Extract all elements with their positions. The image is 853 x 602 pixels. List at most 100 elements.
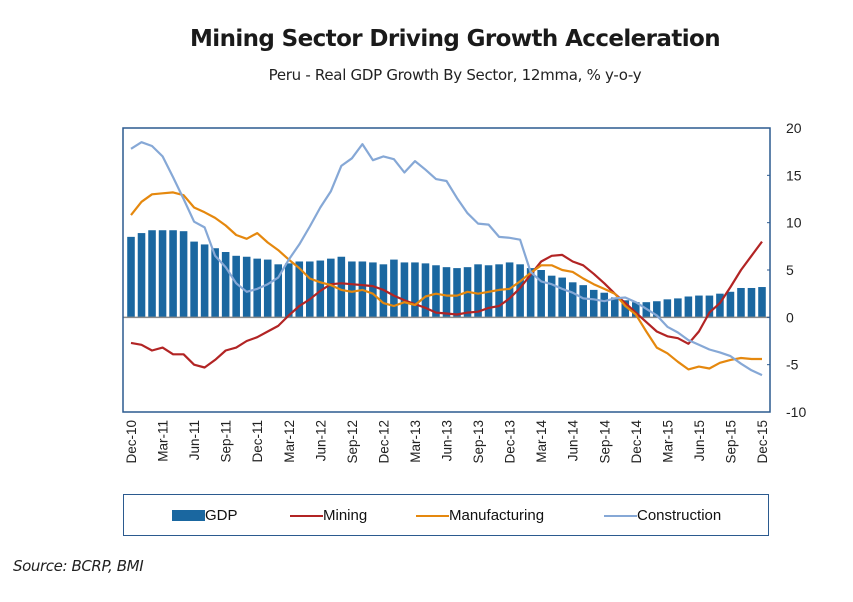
gdp-bar	[327, 258, 335, 318]
gdp-bar	[348, 261, 356, 318]
x-tick-label: Sep-13	[471, 420, 486, 464]
gdp-bar	[663, 299, 672, 318]
mining-line	[130, 240, 763, 369]
gdp-bar	[589, 289, 598, 318]
manufacturing-swatch-icon	[416, 514, 449, 517]
x-tick-label: Mar-12	[282, 420, 297, 463]
legend-item-gdp[interactable]: GDP	[172, 507, 238, 524]
y-tick-label: 10	[786, 215, 802, 231]
gdp-bar	[421, 263, 430, 318]
gdp-bar	[200, 244, 209, 318]
gdp-bar	[726, 291, 735, 318]
legend-item-manufacturing[interactable]: Manufacturing	[416, 507, 544, 524]
gdp-bar	[221, 252, 230, 318]
gdp-bar	[242, 256, 251, 318]
gdp-bar	[579, 285, 588, 318]
gdp-bar	[610, 297, 619, 318]
legend-item-construction[interactable]: Construction	[604, 507, 721, 524]
y-tick-label: 0	[786, 309, 794, 325]
gdp-bar	[758, 287, 766, 318]
gdp-bar	[516, 264, 524, 318]
y-tick-label: 15	[786, 167, 802, 183]
gdp-bar	[211, 248, 219, 318]
legend-label: Mining	[323, 507, 368, 524]
x-tick-label: Jun-15	[692, 420, 707, 461]
y-tick-label: -10	[786, 404, 806, 420]
gdp-bar	[568, 282, 577, 318]
gdp-bar	[526, 268, 535, 318]
gdp-bar	[137, 233, 146, 318]
x-tick-label: Jun-14	[566, 420, 581, 462]
gdp-bars	[127, 230, 766, 318]
gdp-bar	[295, 261, 304, 318]
gdp-bar	[600, 292, 609, 318]
gdp-bar	[621, 300, 630, 318]
x-tick-label: Dec-11	[250, 420, 265, 463]
y-tick-label: 5	[786, 262, 794, 278]
legend-label: GDP	[205, 507, 238, 524]
gdp-bar	[400, 262, 409, 318]
gdp-bar	[263, 259, 272, 318]
x-tick-label: Sep-11	[219, 420, 234, 463]
x-tick-label: Mar-14	[534, 420, 549, 463]
gdp-bar	[432, 265, 440, 318]
x-tick-label: Jun-13	[440, 420, 455, 461]
gdp-bar	[705, 295, 714, 318]
gdp-bar	[674, 298, 682, 318]
x-axis: Dec-10 Mar-11 Jun-11 Sep-11 Dec-11 Mar-12 Jun-…	[124, 420, 770, 464]
gdp-bar	[316, 260, 325, 318]
series-lines	[130, 141, 763, 377]
gdp-bar	[547, 275, 556, 318]
x-tick-label: Dec-13	[503, 420, 518, 464]
gdp-bar	[747, 287, 756, 318]
gdp-bar	[190, 241, 198, 318]
x-tick-label: Mar-15	[660, 420, 675, 463]
x-tick-label: Sep-14	[597, 420, 612, 464]
gdp-bar	[695, 295, 703, 318]
gdp-bar	[158, 230, 167, 318]
legend: GDP Mining Manufacturing Construction	[123, 494, 769, 536]
construction-swatch-icon	[604, 514, 637, 517]
gdp-bar	[148, 230, 156, 318]
gdp-bar	[453, 268, 461, 318]
gdp-bar	[274, 264, 283, 318]
x-tick-label: Dec-10	[124, 420, 139, 464]
gdp-bar	[337, 256, 346, 318]
x-tick-label: Jun-11	[187, 420, 202, 460]
x-tick-label: Mar-11	[156, 420, 171, 462]
x-tick-label: Sep-15	[723, 420, 738, 464]
x-tick-label: Dec-12	[376, 420, 391, 464]
legend-label: Construction	[637, 507, 722, 524]
gdp-bar	[305, 261, 314, 318]
gdp-bar	[716, 293, 724, 318]
legend-item-mining[interactable]: Mining	[290, 507, 367, 524]
gdp-bar	[537, 270, 545, 318]
gdp-bar	[442, 267, 451, 318]
y-tick-label: -5	[786, 357, 799, 373]
chart-title: Mining Sector Driving Growth Acceleratio…	[190, 26, 721, 52]
gdp-bar	[632, 302, 640, 318]
x-tick-label: Jun-12	[313, 420, 328, 461]
y-axis: 20 15 10 5 0 -5 -10	[767, 120, 806, 420]
x-tick-label: Dec-14	[629, 420, 644, 464]
x-tick-label: Mar-13	[408, 420, 423, 463]
gdp-bar	[474, 264, 482, 318]
x-tick-label: Dec-15	[755, 420, 770, 464]
chart-subtitle: Peru - Real GDP Growth By Sector, 12mma,…	[268, 66, 642, 84]
gdp-bar	[390, 259, 398, 318]
manufacturing-line	[130, 191, 762, 371]
gdp-bar	[411, 262, 419, 318]
construction-line	[130, 141, 763, 377]
gdp-bar	[169, 230, 177, 318]
gdp-bar	[558, 277, 566, 318]
gdp-bar	[653, 301, 661, 318]
gdp-bar	[369, 262, 377, 318]
x-tick-label: Sep-12	[345, 420, 360, 464]
y-tick-label: 20	[786, 120, 802, 136]
gdp-swatch-icon	[172, 510, 205, 521]
mining-swatch-icon	[290, 514, 323, 517]
gdp-bar	[684, 296, 693, 318]
gdp-bar	[232, 255, 240, 318]
gdp-bar	[127, 236, 135, 318]
